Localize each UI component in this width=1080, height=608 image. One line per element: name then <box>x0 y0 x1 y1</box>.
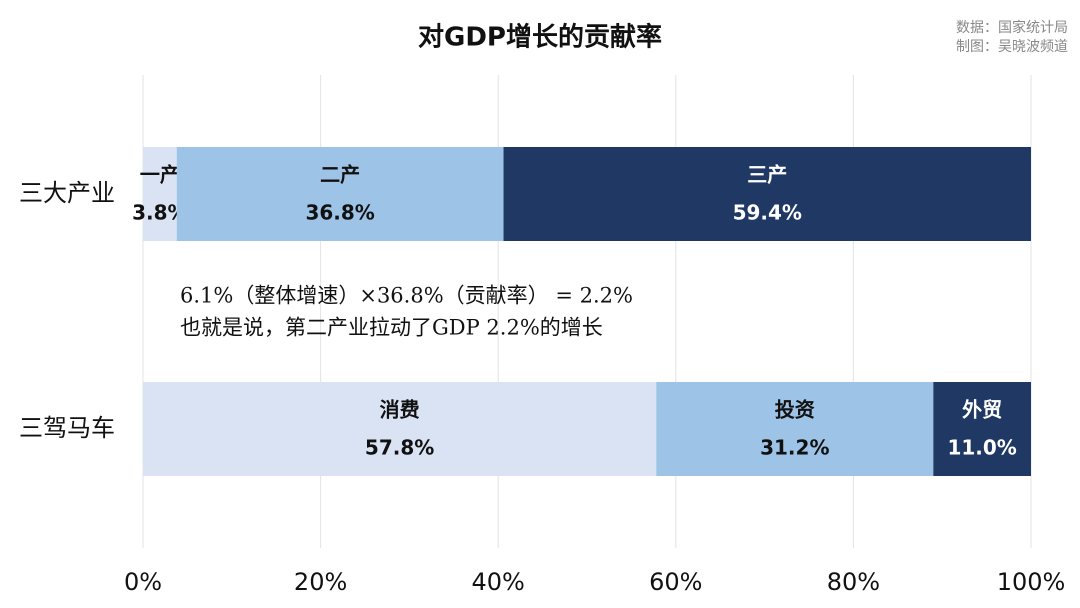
source: 制图：吴晓波频道 <box>956 39 1068 55</box>
bar-segment <box>143 382 657 476</box>
bar-segment <box>143 147 177 241</box>
x-tick-label: 100% <box>997 568 1066 596</box>
bar-segment <box>656 382 934 476</box>
bar-segment <box>933 382 1031 476</box>
annotation: 也就是说，第二产业拉动了GDP 2.2%的增长 <box>180 316 603 340</box>
segment-name: 外贸 <box>962 398 1002 422</box>
x-tick-label: 20% <box>294 568 347 596</box>
bars: 三大产业一产3.8%二产36.8%三产59.4%三驾马车消费57.8%投资31.… <box>19 147 1031 476</box>
y-tick-label: 三大产业 <box>19 179 115 207</box>
segment-name: 投资 <box>775 398 815 422</box>
source: 数据：国家统计局 <box>956 19 1068 36</box>
y-tick-label: 三驾马车 <box>19 414 115 442</box>
value-label: 11.0% <box>947 436 1016 460</box>
value-label: 57.8% <box>365 436 434 460</box>
value-label: 31.2% <box>760 436 829 460</box>
bar-segment <box>176 147 504 241</box>
value-label: 36.8% <box>305 201 374 225</box>
x-tick-label: 80% <box>827 568 880 596</box>
segment-name: 三产 <box>747 163 787 187</box>
annotation: 6.1%（整体增速）×36.8%（贡献率） = 2.2% <box>180 284 633 308</box>
segment-name: 一产 <box>140 163 180 187</box>
bar-segment <box>503 147 1031 241</box>
x-tick-label: 40% <box>472 568 525 596</box>
segment-name: 二产 <box>320 163 360 187</box>
segment-name: 消费 <box>380 398 420 422</box>
x-tick-label: 60% <box>649 568 702 596</box>
value-label: 59.4% <box>733 201 802 225</box>
chart-title: 对GDP增长的贡献率 <box>418 22 662 53</box>
x-tick-label: 0% <box>124 568 162 596</box>
